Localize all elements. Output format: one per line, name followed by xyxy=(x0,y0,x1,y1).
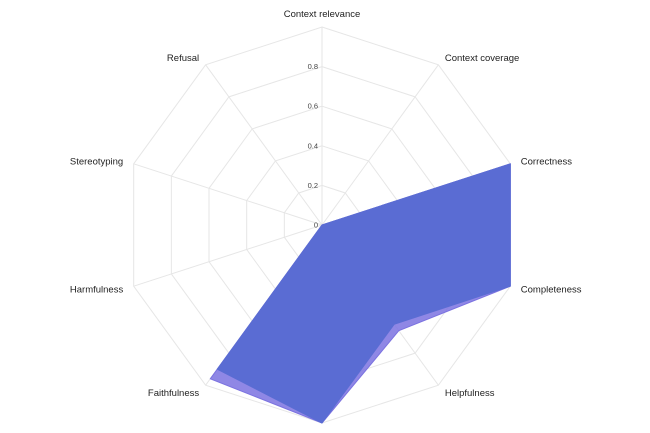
axis-spoke xyxy=(205,64,323,226)
radial-tick-label: 0 xyxy=(314,221,318,230)
radial-tick-label: 0.4 xyxy=(308,141,318,150)
axis-labels: Context relevance Context coverage Correct… xyxy=(70,9,582,433)
axis-label: Context relevance xyxy=(284,9,361,20)
axis-label: Stereotyping xyxy=(70,157,123,168)
axis-label: Context coverage xyxy=(445,53,519,64)
axis-spoke xyxy=(133,224,323,287)
axis-label: Completeness xyxy=(521,284,582,295)
series-layer xyxy=(209,163,511,424)
series-area xyxy=(216,163,511,424)
radial-tick-label: 0.6 xyxy=(308,102,318,111)
radial-tick-label: 0.8 xyxy=(308,62,318,71)
axis-label: Helpfulness xyxy=(445,388,495,399)
axis-spoke xyxy=(133,163,323,226)
axis-label: Faithfulness xyxy=(148,388,199,399)
radial-tick-labels: 0 0.2 0.4 0.6 0.8 xyxy=(308,62,318,229)
axis-spoke xyxy=(321,64,439,226)
axis-label: Correctness xyxy=(521,157,572,168)
radial-tick-label: 0.2 xyxy=(308,181,318,190)
axis-label: Refusal xyxy=(167,53,199,64)
axis-label: Harmfulness xyxy=(70,284,124,295)
